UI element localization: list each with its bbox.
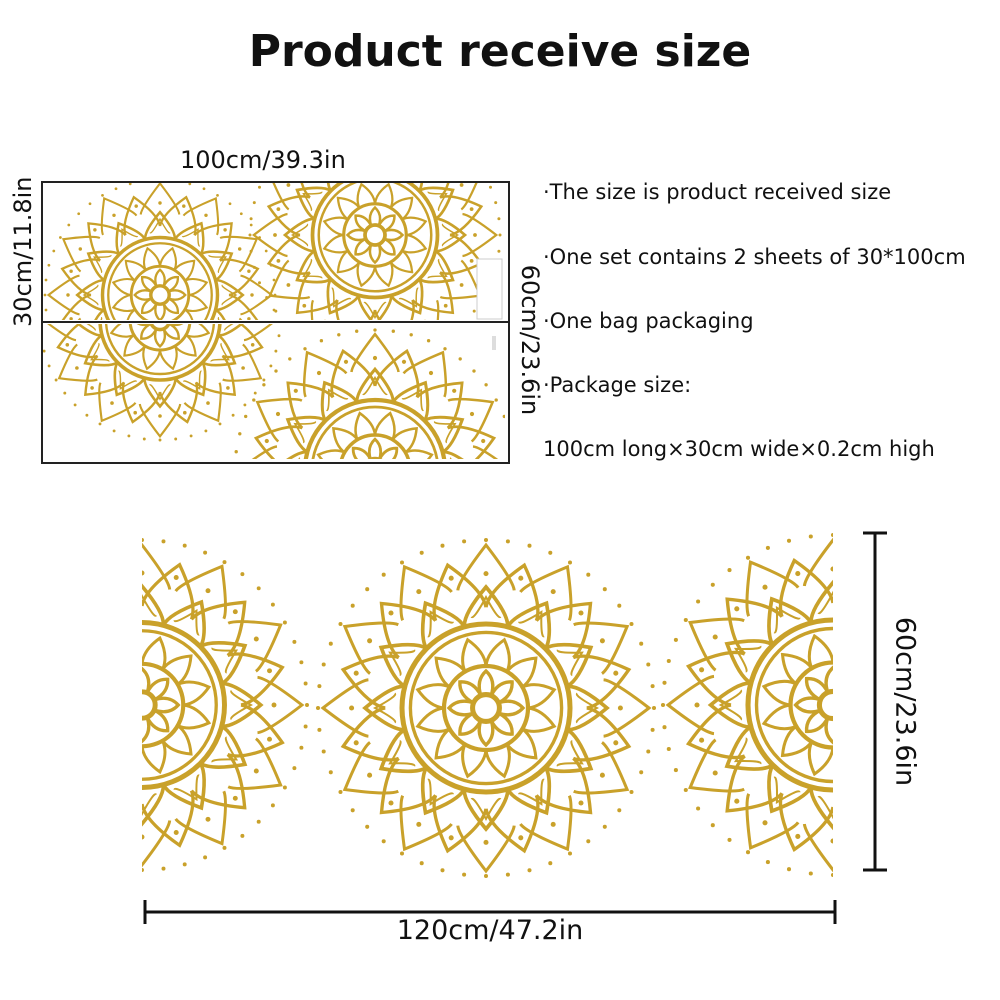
width-dimension-line bbox=[143, 900, 837, 924]
sheet-divider bbox=[41, 321, 508, 323]
bullet-set-contents: ·One set contains 2 sheets of 30*100cm bbox=[543, 245, 966, 269]
height-dimension-line bbox=[863, 531, 887, 872]
mandala bbox=[234, 328, 505, 459]
thumbnail-tab bbox=[492, 336, 496, 350]
mandala bbox=[43, 324, 281, 442]
decal-width-label: 120cm/47.2in bbox=[396, 915, 584, 946]
bullet-package-size: ·Package size: bbox=[543, 373, 692, 397]
bullet-packaging: ·One bag packaging bbox=[543, 309, 754, 333]
mandala bbox=[142, 538, 309, 872]
mandala bbox=[660, 532, 833, 878]
mandala bbox=[43, 183, 277, 320]
thumbnail-preview bbox=[476, 258, 503, 320]
mandala bbox=[248, 183, 502, 320]
page-title: Product receive size bbox=[248, 26, 752, 77]
package-dimensions: 100cm long×30cm wide×0.2cm high bbox=[543, 437, 935, 461]
decal-height-label: 60cm/23.6in bbox=[889, 616, 921, 787]
mandala bbox=[315, 537, 657, 879]
bullet-received-size: ·The size is product received size bbox=[543, 180, 892, 204]
sheet-width-label: 100cm/39.3in bbox=[180, 146, 346, 174]
